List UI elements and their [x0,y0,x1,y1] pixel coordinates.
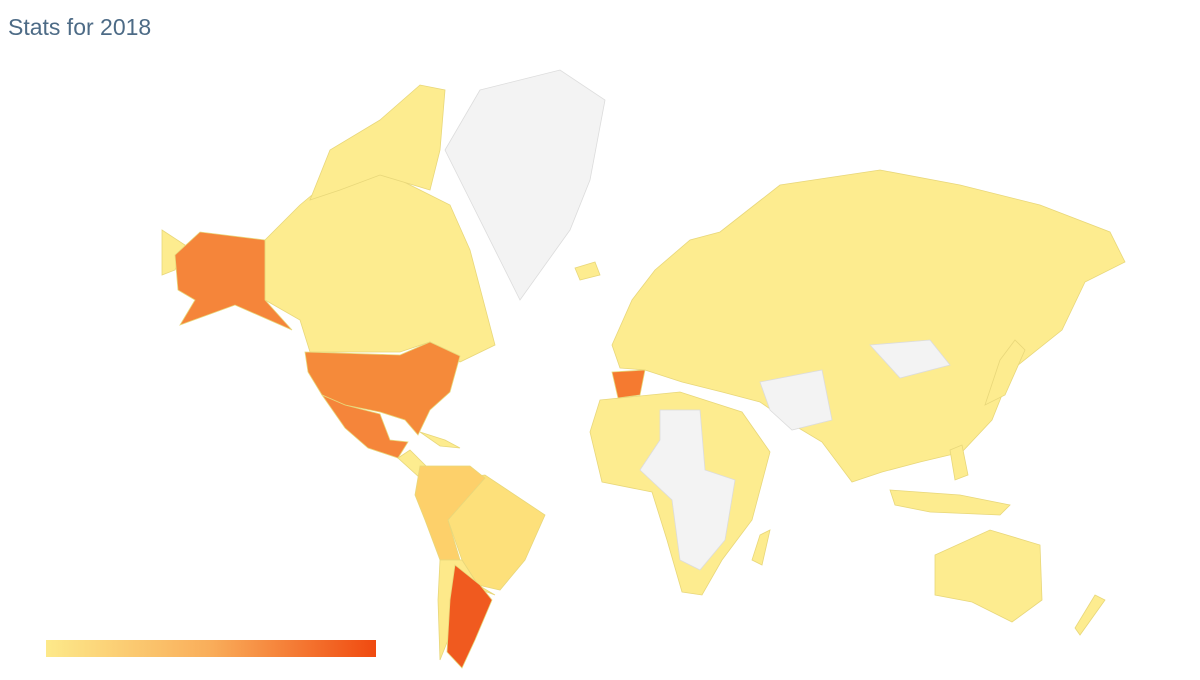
mexico [320,394,409,459]
yukon-west [161,229,186,276]
argentina [446,564,493,669]
madagascar [751,529,771,566]
indonesia [889,489,1011,516]
alaska [174,231,293,331]
japan [984,339,1026,406]
spain [611,369,646,399]
iceland [574,261,601,281]
page-title: Stats for 2018 [8,14,152,40]
color-scale [46,640,376,657]
brazil [439,474,546,591]
arctic-islands [309,84,446,201]
greenland [444,69,606,301]
canada [264,169,496,363]
caribbean [419,431,461,449]
middle-east [759,369,833,431]
mongolia [869,339,951,379]
new-zealand [1074,594,1106,636]
central-africa [639,409,736,571]
australia [934,529,1043,623]
philippines [949,444,969,481]
